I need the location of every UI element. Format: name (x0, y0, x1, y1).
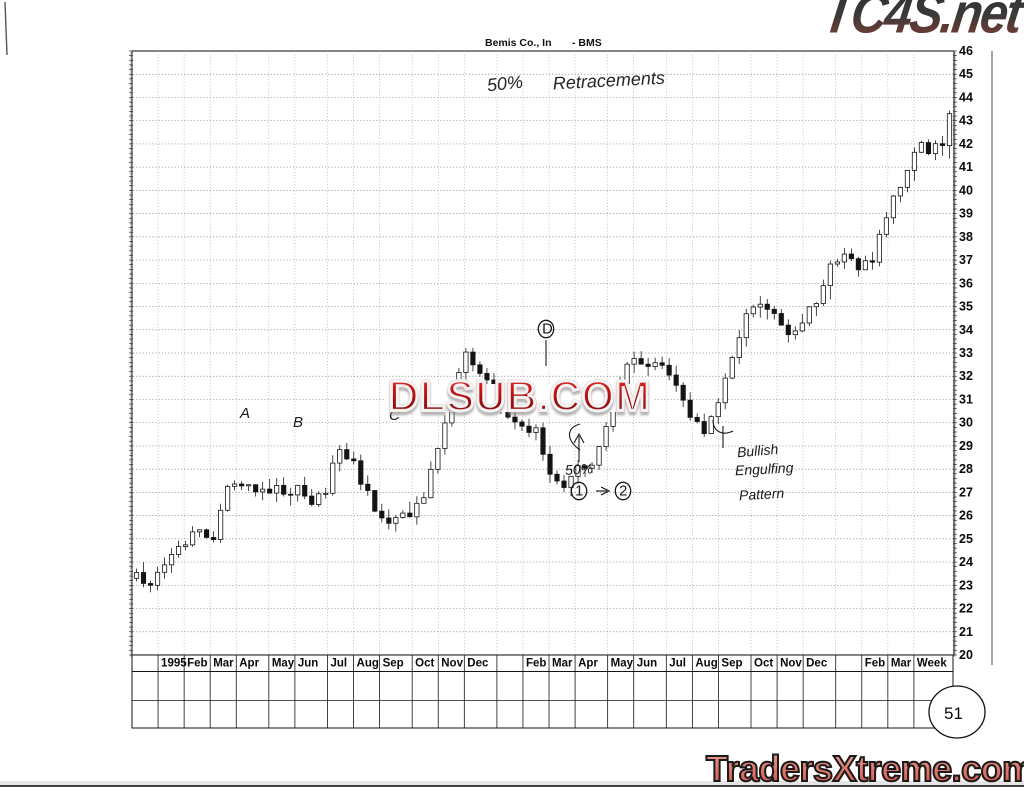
svg-text:37: 37 (959, 253, 973, 267)
svg-text:34: 34 (959, 323, 973, 337)
svg-text:27: 27 (959, 485, 973, 499)
svg-text:Week: Week (917, 658, 947, 670)
svg-text:1995: 1995 (161, 658, 187, 670)
svg-text:Mar: Mar (213, 658, 234, 670)
svg-text:Sep: Sep (721, 658, 742, 670)
svg-text:26: 26 (959, 509, 973, 523)
svg-text:- BMS: - BMS (572, 37, 602, 49)
svg-text:32: 32 (959, 369, 973, 383)
svg-text:45: 45 (959, 67, 973, 81)
svg-text:40: 40 (959, 183, 973, 197)
svg-text:May: May (272, 658, 295, 670)
svg-text:Pattern: Pattern (739, 485, 785, 503)
svg-text:Aug: Aug (695, 658, 717, 670)
svg-text:Engulfing: Engulfing (735, 459, 794, 478)
svg-text:Jul: Jul (330, 658, 347, 670)
svg-text:36: 36 (959, 276, 973, 290)
svg-text:28: 28 (959, 462, 973, 476)
svg-text:Apr: Apr (239, 658, 259, 670)
svg-text:42: 42 (959, 137, 973, 151)
svg-text:23: 23 (959, 578, 973, 592)
svg-text:Feb: Feb (187, 658, 207, 670)
svg-text:Dec: Dec (467, 658, 489, 670)
svg-text:Oct: Oct (415, 658, 434, 670)
svg-text:Jun: Jun (637, 658, 657, 670)
svg-text:33: 33 (959, 346, 973, 360)
svg-text:20: 20 (959, 648, 973, 662)
svg-text:30: 30 (959, 416, 973, 430)
svg-text:Jun: Jun (298, 658, 318, 670)
svg-text:38: 38 (959, 230, 973, 244)
svg-text:Nov: Nov (441, 658, 463, 670)
svg-text:22: 22 (959, 602, 973, 616)
svg-text:May: May (611, 658, 634, 670)
svg-text:Dec: Dec (806, 658, 828, 670)
svg-text:43: 43 (959, 114, 973, 128)
svg-text:Jul: Jul (669, 658, 686, 670)
svg-text:Mar: Mar (552, 658, 573, 670)
svg-text:Nov: Nov (780, 658, 802, 670)
svg-text:50%: 50% (486, 72, 524, 96)
svg-text:31: 31 (959, 392, 973, 406)
svg-text:1: 1 (575, 483, 583, 499)
svg-text:25: 25 (959, 532, 973, 546)
svg-text:2: 2 (619, 483, 627, 499)
svg-text:50%: 50% (564, 460, 593, 478)
svg-text:Feb: Feb (526, 658, 546, 670)
svg-text:Mar: Mar (891, 658, 912, 670)
svg-text:Apr: Apr (578, 658, 598, 670)
svg-text:A: A (239, 405, 250, 422)
svg-text:Sep: Sep (383, 658, 404, 670)
svg-text:D: D (542, 321, 553, 337)
svg-text:29: 29 (959, 439, 973, 453)
svg-text:Feb: Feb (865, 658, 885, 670)
svg-text:35: 35 (959, 300, 973, 314)
svg-text:24: 24 (959, 555, 973, 569)
svg-text:44: 44 (959, 90, 973, 104)
svg-text:Aug: Aug (357, 658, 379, 670)
svg-text:21: 21 (959, 625, 973, 639)
svg-text:39: 39 (959, 207, 973, 221)
svg-text:Bemis Co., In: Bemis Co., In (485, 37, 552, 49)
svg-text:51: 51 (944, 704, 963, 723)
svg-text:41: 41 (959, 160, 973, 174)
svg-text:Oct: Oct (754, 658, 773, 670)
svg-text:B: B (293, 414, 303, 431)
